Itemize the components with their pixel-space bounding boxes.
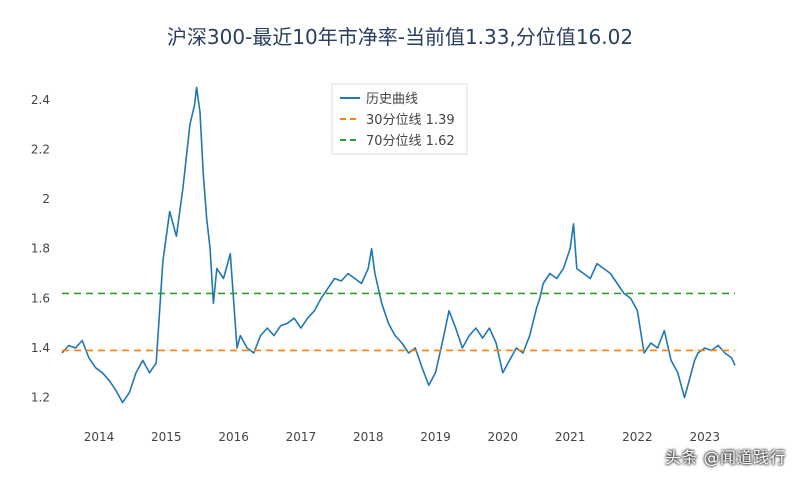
y-tick-label: 1.8 (31, 242, 50, 256)
x-tick-label: 2019 (420, 430, 451, 444)
plot-area (61, 86, 736, 404)
legend-p70-label: 70分位线 1.62 (366, 134, 455, 149)
legend-box (331, 83, 468, 155)
y-tick-label: 2.2 (31, 142, 50, 156)
x-tick-label: 2016 (218, 430, 249, 444)
x-axis: 2014 2015 2016 2017 2018 2019 2020 2021 2022 2023 (84, 430, 720, 444)
y-tick-label: 1.6 (31, 291, 50, 305)
x-tick-label: 2017 (286, 430, 317, 444)
x-tick-label: 2015 (151, 430, 182, 444)
y-tick-label: 1.2 (31, 391, 50, 405)
y-tick-label: 1.4 (31, 341, 50, 355)
y-tick-label: 2 (42, 192, 50, 206)
x-tick-label: 2021 (555, 430, 586, 444)
legend-p30-label: 30分位线 1.39 (366, 113, 455, 128)
watermark: 头条 @闻道践行 (664, 448, 786, 467)
legend[interactable]: 历史曲线 30分位线 1.39 70分位线 1.62 (331, 83, 468, 155)
x-tick-label: 2020 (488, 430, 519, 444)
x-tick-label: 2018 (353, 430, 384, 444)
legend-history-label: 历史曲线 (366, 92, 418, 107)
chart-title: 沪深300-最近10年市净率-当前值1.33,分位值16.02 (167, 25, 633, 49)
y-tick-label: 2.4 (31, 93, 50, 107)
x-tick-label: 2023 (689, 430, 720, 444)
history-line (61, 86, 736, 404)
x-tick-label: 2014 (84, 430, 115, 444)
x-tick-label: 2022 (622, 430, 653, 444)
y-axis: 1.2 1.4 1.6 1.8 2 2.2 2.4 (31, 93, 50, 405)
